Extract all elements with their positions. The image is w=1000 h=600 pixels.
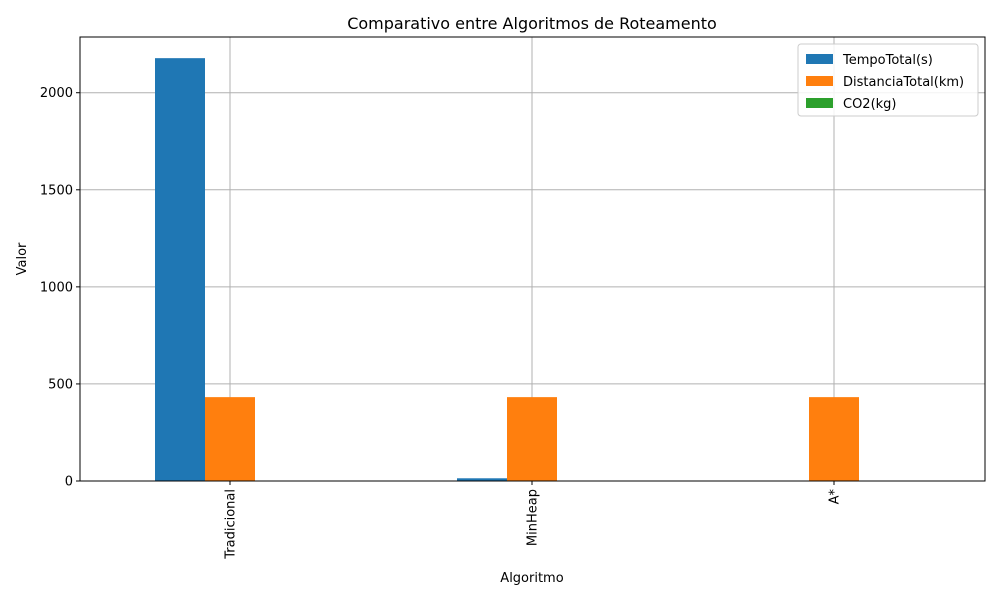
x-tick-label: A* <box>828 489 843 505</box>
legend-box <box>797 43 979 117</box>
x-axis-label: Algoritmo <box>500 571 563 586</box>
x-tick-label: MinHeap <box>526 489 541 546</box>
bars <box>155 58 909 481</box>
y-tick-label: 500 <box>48 377 73 392</box>
y-tick-label: 0 <box>65 475 73 490</box>
legend-label: CO2(kg) <box>843 97 897 112</box>
legend-label: DistanciaTotal(km) <box>843 75 964 90</box>
y-tick-label: 1500 <box>40 183 73 198</box>
legend-swatch <box>806 54 833 64</box>
legend-swatch <box>806 76 833 86</box>
x-tick-label: Tradicional <box>224 489 239 560</box>
y-axis-label: Valor <box>15 242 30 275</box>
legend-swatch <box>806 98 833 108</box>
chart-title: Comparativo entre Algoritmos de Roteamen… <box>347 14 717 33</box>
legend-label: TempoTotal(s) <box>842 53 933 68</box>
x-axis-ticks: Tradicional MinHeap A* <box>224 481 843 560</box>
y-axis-ticks: 0 500 1000 1500 2000 <box>40 86 80 490</box>
bar <box>205 397 255 481</box>
y-tick-label: 1000 <box>40 280 73 295</box>
bar <box>809 397 859 481</box>
bar <box>507 397 557 481</box>
y-tick-label: 2000 <box>40 86 73 101</box>
legend: TempoTotal(s) DistanciaTotal(km) CO2(kg) <box>797 43 979 117</box>
bar <box>457 478 507 481</box>
bar <box>155 58 205 481</box>
